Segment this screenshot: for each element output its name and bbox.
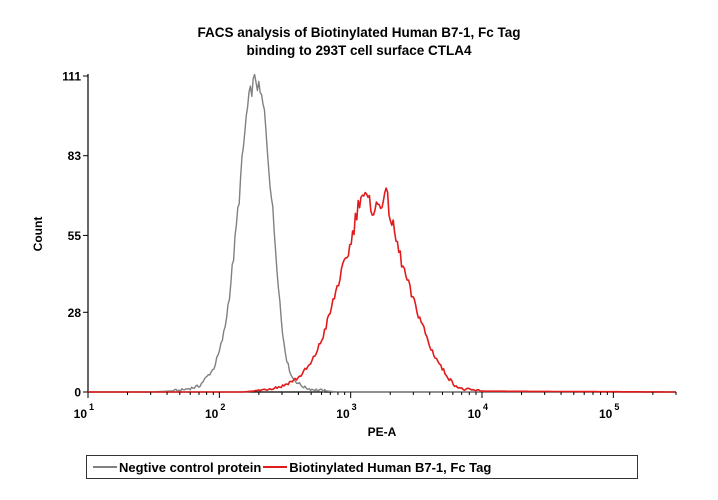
- legend-swatch-biotinylated-b7-1: [263, 466, 288, 468]
- x-axis-label: PE-A: [368, 425, 397, 439]
- y-tick-label: 55: [68, 229, 82, 243]
- x-tick-label: 10: [205, 407, 219, 421]
- legend-swatch-negative-control: [93, 466, 117, 468]
- x-tick-exponent: 2: [220, 402, 225, 412]
- legend: Negtive control protein Biotinylated Hum…: [86, 455, 638, 479]
- x-tick-exponent: 1: [89, 402, 94, 412]
- y-axis-label: Count: [31, 217, 45, 252]
- series-line-negative-control: [88, 73, 676, 393]
- legend-item-biotinylated-b7-1: Biotinylated Human B7-1, Fc Tag: [263, 460, 491, 475]
- legend-label-biotinylated-b7-1: Biotinylated Human B7-1, Fc Tag: [289, 459, 492, 475]
- series-line-biotinylated-b7-1: [88, 187, 676, 393]
- y-tick-label: 83: [68, 149, 82, 163]
- legend-item-negative-control: Negtive control protein: [93, 460, 261, 475]
- y-tick-label: 28: [68, 306, 82, 320]
- y-tick-label: 0: [74, 386, 81, 400]
- legend-label-negative-control: Negtive control protein: [119, 459, 262, 475]
- x-tick-label: 10: [336, 407, 350, 421]
- y-tick-label: 111: [62, 70, 81, 84]
- x-tick-exponent: 4: [483, 402, 488, 412]
- x-tick-exponent: 3: [352, 402, 357, 412]
- x-tick-label: 10: [468, 407, 482, 421]
- chart-title-line-1: FACS analysis of Biotinylated Human B7-1…: [197, 25, 521, 40]
- x-tick-exponent: 5: [614, 402, 619, 412]
- x-tick-label: 10: [599, 407, 613, 421]
- x-tick-label: 10: [74, 407, 88, 421]
- chart-title-line-2: binding to 293T cell surface CTLA4: [246, 43, 472, 58]
